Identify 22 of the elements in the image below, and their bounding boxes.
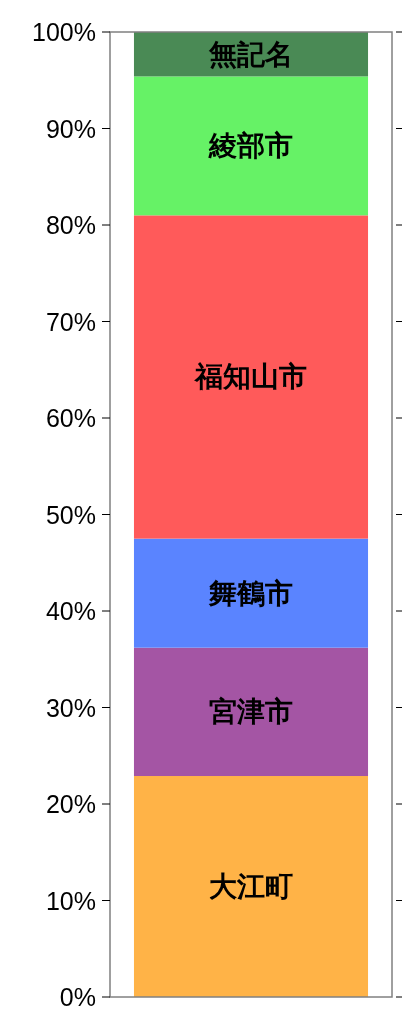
bar xyxy=(133,647,369,777)
y-tick-label: 10% xyxy=(45,886,96,915)
series-label: 福知山市 xyxy=(193,360,307,394)
bar xyxy=(133,776,369,997)
y-tick-label: 100% xyxy=(32,18,96,46)
series-label: 綾部市 xyxy=(208,129,293,163)
y-tick-label: 0% xyxy=(59,983,96,1011)
y-tick-label: 40% xyxy=(45,597,96,625)
y-tick-label: 80% xyxy=(45,211,96,239)
series-label: 舞鶴市 xyxy=(208,576,293,610)
series-label: 無記名 xyxy=(208,37,293,71)
series-label: 大江町 xyxy=(209,870,293,904)
bar xyxy=(133,76,369,216)
y-tick-label: 30% xyxy=(45,693,96,722)
y-tick-label: 90% xyxy=(45,114,96,143)
series-label: 宮津市 xyxy=(209,695,293,729)
y-tick-label: 50% xyxy=(45,500,96,529)
y-tick-label: 20% xyxy=(45,790,96,818)
bar xyxy=(133,215,369,539)
y-tick-label: 60% xyxy=(45,404,96,432)
bar xyxy=(133,538,369,648)
y-tick-label: 70% xyxy=(45,307,96,336)
